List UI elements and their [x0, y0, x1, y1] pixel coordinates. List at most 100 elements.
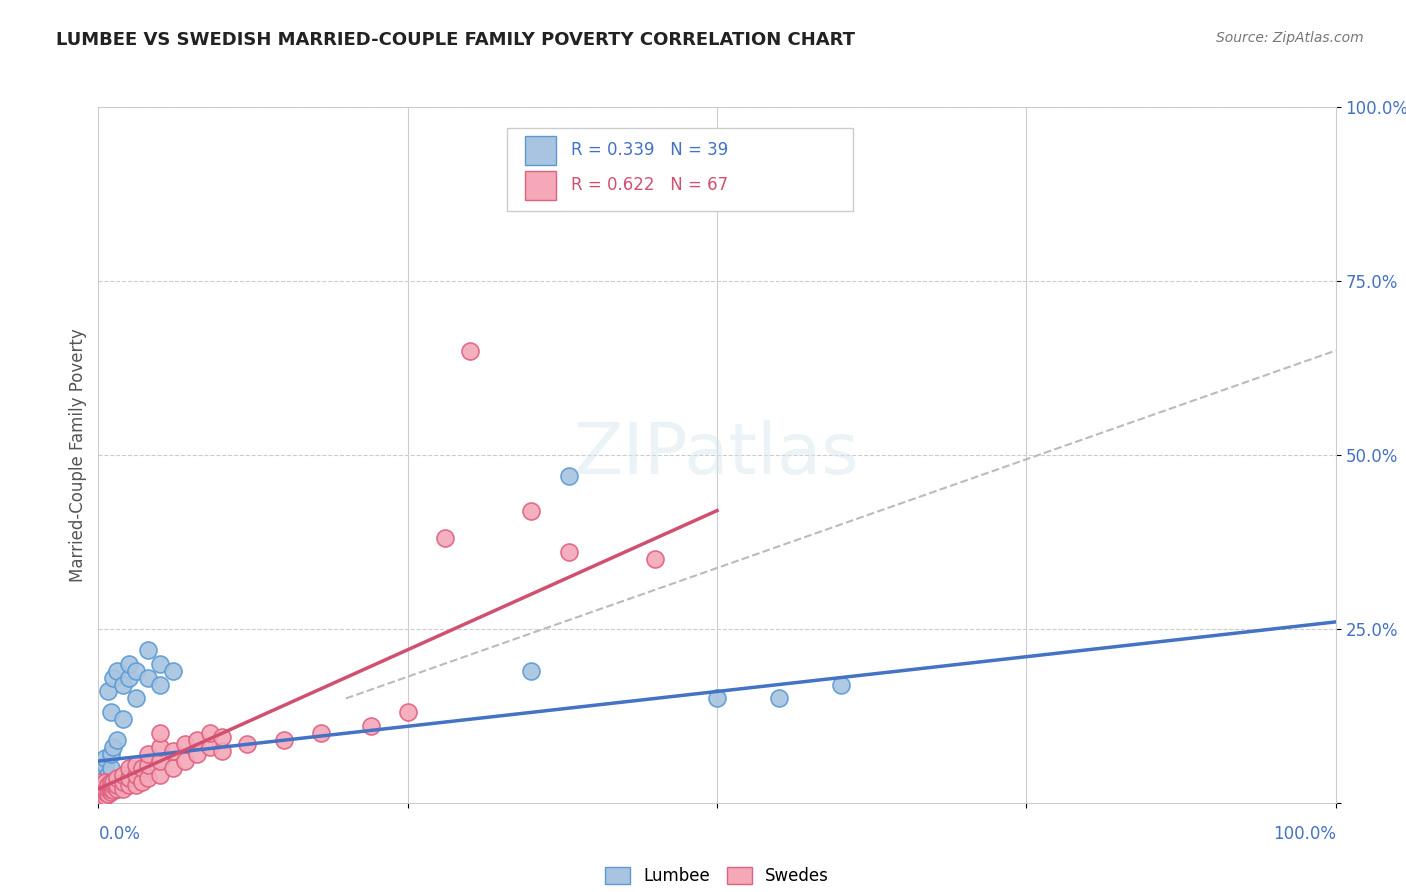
- Bar: [506, 128, 853, 211]
- Point: [186, 733, 208, 747]
- Point: [105, 664, 128, 678]
- Point: [87, 789, 110, 803]
- Bar: [526, 171, 557, 201]
- Point: [100, 778, 122, 792]
- Point: [87, 781, 110, 796]
- Text: LUMBEE VS SWEDISH MARRIED-COUPLE FAMILY POVERTY CORRELATION CHART: LUMBEE VS SWEDISH MARRIED-COUPLE FAMILY …: [56, 31, 855, 49]
- Point: [396, 706, 419, 720]
- Point: [118, 778, 141, 792]
- Point: [91, 781, 114, 796]
- Point: [112, 712, 135, 726]
- Point: [186, 747, 208, 761]
- Point: [103, 671, 125, 685]
- Point: [131, 761, 153, 775]
- Point: [520, 664, 543, 678]
- Point: [97, 684, 120, 698]
- Point: [100, 706, 122, 720]
- Point: [149, 768, 172, 782]
- Point: [105, 778, 128, 792]
- Point: [87, 778, 110, 792]
- Point: [582, 184, 605, 198]
- Point: [97, 781, 120, 796]
- Text: ZIPatlas: ZIPatlas: [574, 420, 860, 490]
- Point: [136, 642, 159, 657]
- Point: [124, 768, 146, 782]
- Point: [112, 781, 135, 796]
- Point: [124, 664, 146, 678]
- Point: [520, 503, 543, 517]
- Point: [93, 789, 115, 803]
- Point: [97, 778, 120, 792]
- Point: [103, 740, 125, 755]
- Point: [87, 785, 110, 799]
- Point: [105, 772, 128, 786]
- Point: [100, 747, 122, 761]
- Point: [198, 740, 221, 755]
- Point: [768, 691, 790, 706]
- Point: [105, 781, 128, 796]
- Point: [124, 691, 146, 706]
- Point: [360, 719, 382, 733]
- Point: [87, 789, 110, 803]
- Point: [162, 761, 184, 775]
- Point: [90, 761, 112, 775]
- Point: [93, 785, 115, 799]
- Point: [124, 778, 146, 792]
- Point: [103, 778, 125, 792]
- Point: [124, 757, 146, 772]
- Point: [149, 740, 172, 755]
- Point: [103, 775, 125, 789]
- Point: [93, 757, 115, 772]
- Text: R = 0.622   N = 67: R = 0.622 N = 67: [571, 176, 728, 194]
- Point: [100, 775, 122, 789]
- Point: [112, 677, 135, 691]
- Point: [236, 737, 259, 751]
- Point: [557, 545, 579, 559]
- Point: [87, 792, 110, 806]
- Text: 0.0%: 0.0%: [98, 825, 141, 843]
- Point: [211, 744, 233, 758]
- Point: [273, 733, 295, 747]
- Point: [458, 343, 481, 358]
- Point: [87, 768, 110, 782]
- Point: [118, 671, 141, 685]
- Point: [90, 775, 112, 789]
- Text: R = 0.339   N = 39: R = 0.339 N = 39: [571, 141, 728, 159]
- Point: [93, 789, 115, 803]
- Point: [93, 750, 115, 764]
- Point: [112, 775, 135, 789]
- Text: Source: ZipAtlas.com: Source: ZipAtlas.com: [1216, 31, 1364, 45]
- Point: [174, 754, 197, 768]
- Point: [87, 788, 110, 802]
- Point: [136, 757, 159, 772]
- Point: [87, 778, 110, 792]
- Point: [118, 761, 141, 775]
- Point: [90, 785, 112, 799]
- Point: [97, 788, 120, 802]
- Point: [131, 775, 153, 789]
- Y-axis label: Married-Couple Family Poverty: Married-Couple Family Poverty: [69, 328, 87, 582]
- Point: [118, 772, 141, 786]
- Point: [112, 768, 135, 782]
- Point: [87, 783, 110, 797]
- Point: [93, 781, 115, 796]
- Point: [103, 778, 125, 792]
- Point: [100, 775, 122, 789]
- Point: [136, 772, 159, 786]
- Text: 100.0%: 100.0%: [1272, 825, 1336, 843]
- Point: [149, 754, 172, 768]
- Point: [149, 677, 172, 691]
- Point: [87, 775, 110, 789]
- Bar: [526, 136, 557, 166]
- Point: [93, 775, 115, 789]
- Point: [87, 790, 110, 805]
- Point: [136, 671, 159, 685]
- Point: [557, 468, 579, 483]
- Point: [118, 657, 141, 671]
- Point: [103, 783, 125, 797]
- Point: [90, 790, 112, 805]
- Point: [198, 726, 221, 740]
- Point: [162, 744, 184, 758]
- Point: [433, 532, 456, 546]
- Legend: Lumbee, Swedes: Lumbee, Swedes: [599, 861, 835, 892]
